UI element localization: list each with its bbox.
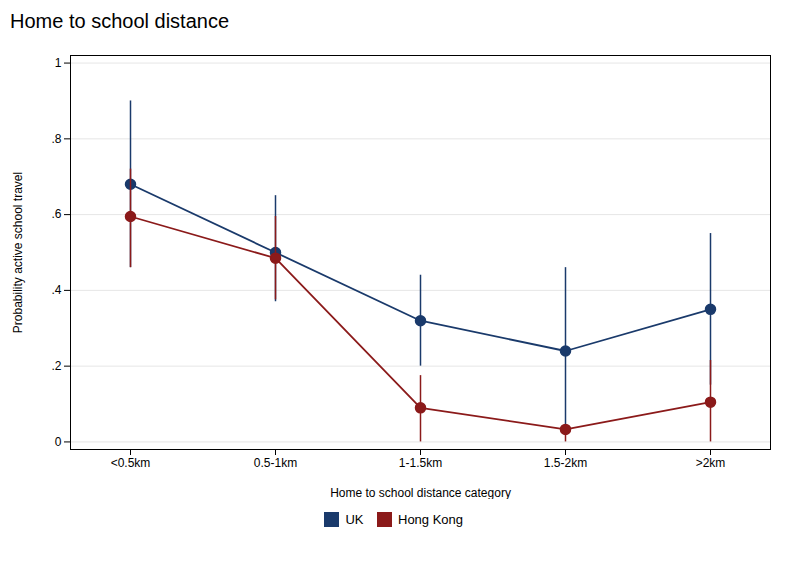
svg-text:Home to school distance catego: Home to school distance category xyxy=(330,486,511,500)
svg-text:.4: .4 xyxy=(51,283,61,297)
svg-text:0.5-1km: 0.5-1km xyxy=(254,456,297,470)
svg-text:.6: .6 xyxy=(51,207,61,221)
svg-text:1.5-2km: 1.5-2km xyxy=(544,456,587,470)
html-text:Home to school distance: Home to school distance xyxy=(10,10,229,32)
svg-text:1-1.5km: 1-1.5km xyxy=(399,456,442,470)
svg-text:Probability active school trav: Probability active school travel xyxy=(11,172,25,333)
svg-text:.2: .2 xyxy=(51,359,61,373)
html-text:Hong Kong: Hong Kong xyxy=(398,512,464,527)
svg-text:1: 1 xyxy=(55,56,62,70)
svg-text:<0.5km: <0.5km xyxy=(111,456,151,470)
svg-text:0: 0 xyxy=(55,435,62,449)
svg-text:.8: .8 xyxy=(51,132,61,146)
html-text:UK: UK xyxy=(345,512,364,527)
svg-text:>2km: >2km xyxy=(696,456,726,470)
